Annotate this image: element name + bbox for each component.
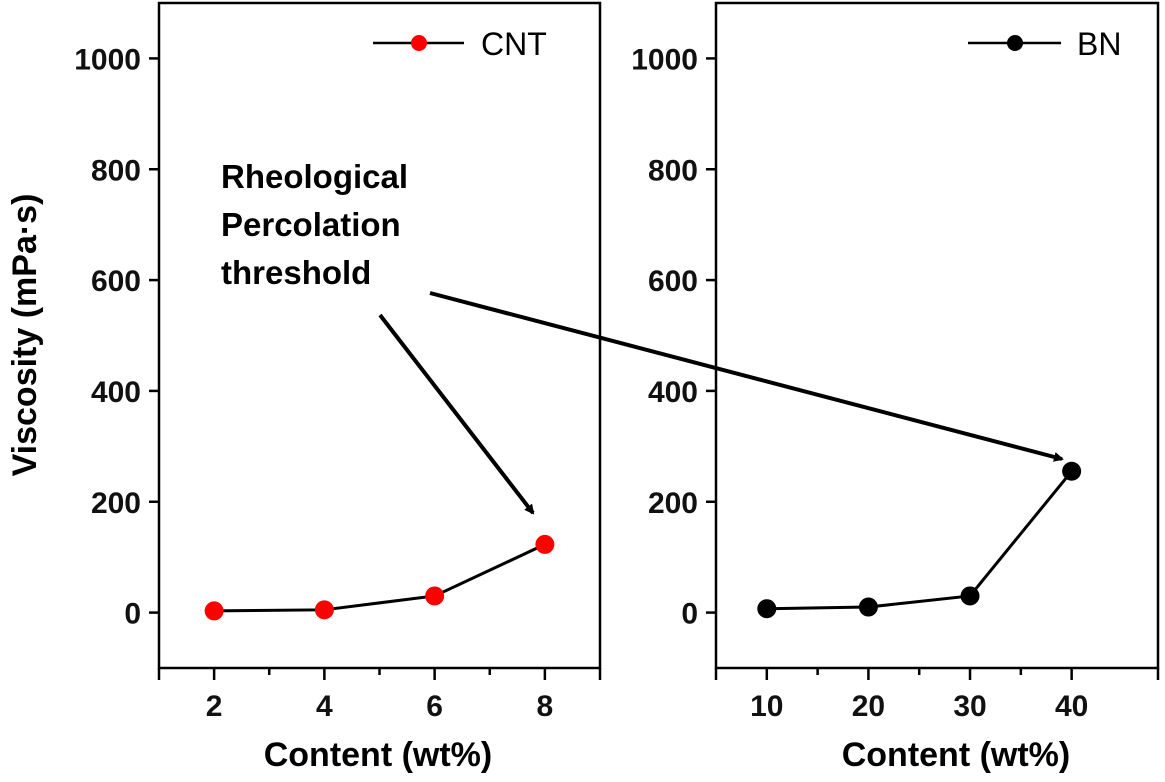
y-tick-label: 200 xyxy=(91,487,141,520)
x-tick-label: 40 xyxy=(1055,690,1088,723)
x-tick-label: 10 xyxy=(750,690,783,723)
x-tick-label: 20 xyxy=(852,690,885,723)
arrow-to-bn xyxy=(429,291,1064,462)
arrow-to-cnt xyxy=(378,313,535,515)
x-tick-label: 4 xyxy=(316,690,333,723)
x-tick-label: 6 xyxy=(426,690,443,723)
bn-panel: Content (wt%) BN 0 200 400 600 800 1000 10 20 30… xyxy=(631,1,1160,774)
y-tick-label: 800 xyxy=(91,154,141,187)
cnt-panel: Viscosity (mPa·s) Content (wt%) CNT 0 200… xyxy=(6,1,602,774)
plot-frame xyxy=(714,1,1160,670)
x-tick-label: 8 xyxy=(537,690,554,723)
y-tick-label: 400 xyxy=(648,376,698,409)
y-tick-label: 0 xyxy=(681,598,698,631)
legend-label-cnt: CNT xyxy=(481,26,547,62)
data-point-bn xyxy=(757,599,777,619)
x-axis-title-right: Content (wt%) xyxy=(842,736,1071,774)
legend-label-bn: BN xyxy=(1077,26,1121,62)
y-tick-label: 600 xyxy=(91,265,141,298)
annotation-line-3: threshold xyxy=(221,254,371,291)
x-tick-label: 30 xyxy=(953,690,986,723)
legend-marker xyxy=(1007,35,1023,51)
y-tick-label: 1000 xyxy=(631,43,698,76)
series-line-bn xyxy=(766,470,1073,611)
x-axis-title-left: Content (wt%) xyxy=(264,736,493,774)
legend-bn: BN xyxy=(968,26,1121,62)
annotation-line-1: Rheological xyxy=(221,158,408,195)
data-point-bn xyxy=(858,597,878,617)
y-tick-label: 1000 xyxy=(74,43,141,76)
percolation-annotation: Rheological Percolation threshold xyxy=(221,158,1064,515)
data-point-bn xyxy=(1062,461,1082,481)
y-tick-label: 600 xyxy=(648,265,698,298)
data-point-bn xyxy=(960,586,980,606)
legend-cnt: CNT xyxy=(373,26,547,62)
y-axis-title: Viscosity (mPa·s) xyxy=(6,194,44,477)
y-tick-label: 400 xyxy=(91,376,141,409)
y-tick-label: 0 xyxy=(124,598,141,631)
data-point-cnt xyxy=(314,600,334,620)
annotation-line-2: Percolation xyxy=(221,206,401,243)
y-tick-label: 800 xyxy=(648,154,698,187)
y-tick-label: 200 xyxy=(648,487,698,520)
data-point-cnt xyxy=(535,534,555,554)
data-point-cnt xyxy=(425,586,445,606)
series-line-cnt xyxy=(214,543,546,613)
plot-frame xyxy=(157,1,602,670)
data-point-cnt xyxy=(204,601,224,621)
legend-marker xyxy=(411,35,427,51)
x-tick-label: 2 xyxy=(206,690,223,723)
